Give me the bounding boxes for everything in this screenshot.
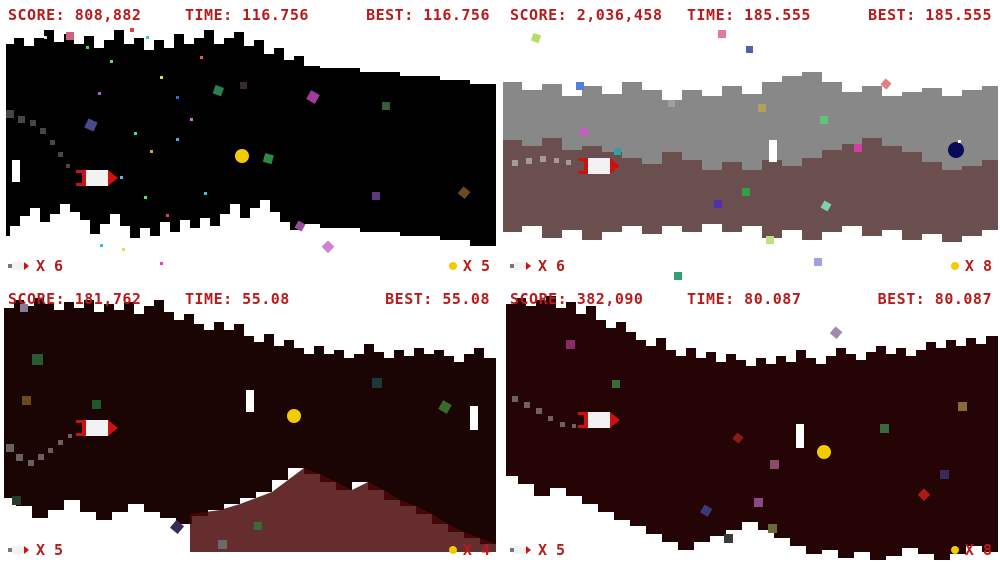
- coins-count: X 8: [964, 257, 992, 275]
- score-label: SCORE: 2,036,458: [510, 6, 663, 24]
- coin-icon: [950, 546, 959, 554]
- lives-counter: X 6: [8, 257, 63, 275]
- rocket-ship-icon: [578, 158, 620, 174]
- smoke-trail: [6, 434, 72, 466]
- rocket-life-icon: [510, 262, 531, 270]
- lives-counter: X 5: [510, 541, 565, 559]
- lives-count: X 6: [538, 257, 566, 275]
- coin-icon: [235, 149, 249, 163]
- coins-count: X 5: [462, 257, 490, 275]
- score-label: SCORE: 808,882: [8, 6, 142, 24]
- score-label: SCORE: 181,762: [8, 290, 142, 308]
- time-label: TIME: 55.08: [185, 290, 290, 308]
- debris-confetti: [566, 326, 967, 543]
- rocket-life-icon: [8, 262, 29, 270]
- lives-count: X 5: [36, 541, 64, 559]
- game-panel-4: SCORE: 382,090 TIME: 80.087 BEST: 80.087…: [502, 284, 1000, 565]
- time-label: TIME: 80.087: [687, 290, 802, 308]
- rocket-life-icon: [510, 546, 531, 554]
- time-label: TIME: 116.756: [185, 6, 309, 24]
- coins-count: X 4: [462, 541, 490, 559]
- rocket-ship-icon: [76, 420, 118, 436]
- coins-counter: X 8: [950, 257, 992, 275]
- lives-counter: X 5: [8, 541, 63, 559]
- coin-icon: [448, 546, 457, 554]
- game-panel-2: SCORE: 2,036,458 TIME: 185.555 BEST: 185…: [502, 0, 1000, 281]
- coin-icon: [448, 262, 457, 270]
- lives-count: X 5: [538, 541, 566, 559]
- lives-count: X 6: [36, 257, 64, 275]
- game-panel-3: SCORE: 181,762 TIME: 55.08 BEST: 55.08 X…: [0, 284, 498, 565]
- cave-scene: [502, 0, 1000, 281]
- coins-counter: X 4: [448, 541, 490, 559]
- debris-confetti: [12, 304, 452, 549]
- panel-divider-horizontal: [0, 280, 1000, 284]
- best-label: BEST: 185.555: [868, 6, 992, 24]
- debris-confetti: [530, 30, 892, 280]
- game-panel-1: SCORE: 808,882 TIME: 116.756 BEST: 116.7…: [0, 0, 498, 281]
- smoke-trail: [512, 396, 576, 428]
- best-label: BEST: 80.087: [877, 290, 992, 308]
- coin-icon: [817, 445, 831, 459]
- coin-icon: [950, 262, 959, 270]
- lives-counter: X 6: [510, 257, 565, 275]
- cave-scene: [502, 284, 1000, 565]
- coins-counter: X 8: [950, 541, 992, 559]
- dark-orb-icon: [948, 142, 964, 158]
- best-label: BEST: 116.756: [366, 6, 490, 24]
- best-label: BEST: 55.08: [385, 290, 490, 308]
- cave-scene: [0, 284, 498, 565]
- coins-count: X 8: [964, 541, 992, 559]
- smoke-trail: [512, 156, 571, 166]
- coins-counter: X 5: [448, 257, 490, 275]
- rocket-life-icon: [8, 546, 29, 554]
- smoke-trail: [6, 110, 70, 168]
- cave-scene: [0, 0, 498, 281]
- coin-icon: [287, 409, 301, 423]
- time-label: TIME: 185.555: [687, 6, 811, 24]
- score-label: SCORE: 382,090: [510, 290, 644, 308]
- debris-confetti: [44, 28, 471, 265]
- rocket-ship-icon: [578, 412, 620, 428]
- rocket-ship-icon: [76, 170, 118, 186]
